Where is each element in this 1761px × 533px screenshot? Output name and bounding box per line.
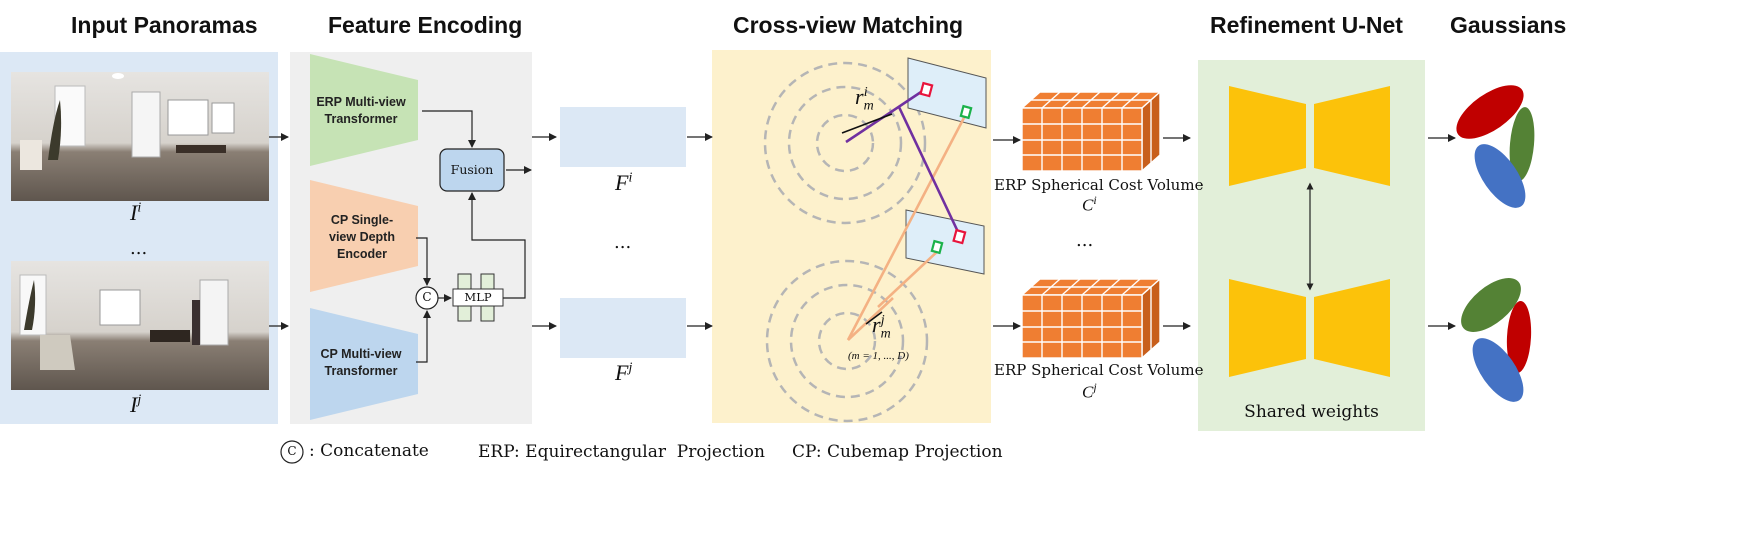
cost-volume-bottom-var: Cj (1082, 380, 1097, 402)
gaussians-bottom (1461, 278, 1532, 402)
sphere-top (763, 61, 927, 225)
panorama-ellipsis: ... (130, 238, 148, 259)
fusion-label: Fusion (450, 162, 494, 177)
radius-label-top: rmi (855, 84, 874, 114)
fusion-box (439, 148, 505, 192)
cost-volume-bottom-label: ERP Spherical Cost Volume (994, 361, 1204, 379)
title-gaussians: Gaussians (1450, 12, 1567, 38)
erp-multiview-transformer-block (310, 54, 418, 166)
marker-red-bottom (952, 228, 967, 245)
marker-green-bottom (930, 239, 944, 255)
rays-orange (846, 111, 969, 341)
gaussians-top (1456, 85, 1535, 208)
concat-symbol: C (422, 290, 432, 304)
legend-concat-circle (280, 440, 304, 464)
title-refinement-unet: Refinement U-Net (1210, 12, 1403, 38)
legend-concatenate: : Concatenate (309, 441, 429, 461)
title-feature-encoding: Feature Encoding (328, 12, 523, 38)
cost-volume-top (1020, 90, 1162, 173)
erp-multiview-transformer-label: ERP Multi-view Transformer (316, 95, 406, 126)
panorama-image-top (11, 72, 269, 201)
title-cross-view-matching: Cross-view Matching (733, 12, 964, 38)
feature-map-top (560, 107, 686, 167)
panorama-label-top: Ii (130, 200, 142, 225)
feature-label-bottom: Fj (615, 360, 633, 385)
cp-multiview-transformer-label: CP Multi-view Transformer (320, 347, 402, 378)
cp-multiview-transformer-block (310, 308, 418, 420)
feature-label-top: Fi (615, 170, 633, 195)
cost-volume-ellipsis: ... (1076, 230, 1094, 251)
depth-range-label: (m = 1, ..., D) (848, 350, 909, 362)
cost-volume-bottom (1020, 277, 1162, 360)
mlp-label: MLP (464, 290, 492, 304)
image-plane-bottom (905, 209, 985, 275)
feature-ellipsis: ... (614, 232, 632, 253)
radius-label-bottom: rmj (872, 312, 891, 342)
panorama-image-bottom (11, 261, 269, 390)
title-input-panoramas: Input Panoramas (71, 12, 258, 38)
legend-cp: CP: Cubemap Projection (792, 442, 1003, 462)
radius-bracket-bottom (865, 311, 883, 325)
panorama-label-bottom: Ij (130, 392, 142, 417)
sphere-bottom (765, 259, 929, 423)
feature-map-bottom (560, 298, 686, 358)
unet-bottom (1229, 279, 1390, 377)
unet-top (1229, 86, 1390, 186)
mlp-block (452, 273, 504, 322)
legend-erp: ERP: Equirectangular Projection (478, 442, 765, 462)
cp-single-view-encoder-label: CP Single-view Depth Encoder (329, 213, 395, 261)
cost-volume-top-label: ERP Spherical Cost Volume (994, 176, 1204, 194)
marker-red-top (919, 81, 934, 98)
cp-single-view-encoder-block (310, 180, 418, 292)
shared-weights-label: Shared weights (1244, 402, 1379, 422)
marker-green-top (959, 104, 973, 120)
legend-concat-symbol: C (287, 444, 297, 458)
cost-volume-top-var: Ci (1082, 193, 1097, 215)
radius-bracket-top (841, 113, 893, 134)
